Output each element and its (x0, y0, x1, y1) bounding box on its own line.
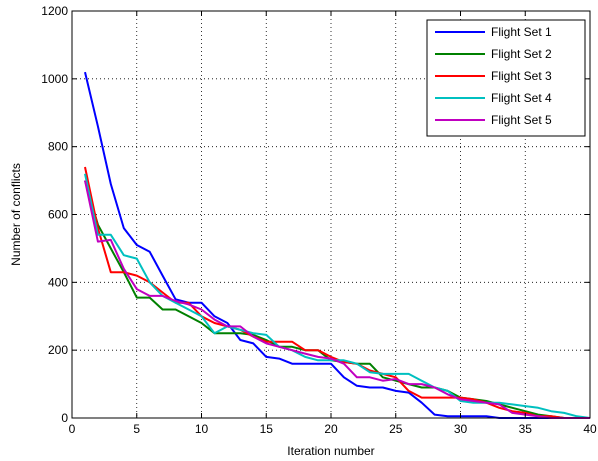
x-tick-label: 30 (454, 422, 468, 436)
y-tick-label: 800 (48, 140, 68, 154)
legend-label-2: Flight Set 2 (491, 47, 552, 61)
legend-label-1: Flight Set 1 (491, 25, 552, 39)
x-tick-label: 5 (133, 422, 140, 436)
axis-ticks (71, 10, 591, 419)
legend-label-3: Flight Set 3 (491, 69, 552, 83)
y-tick-label: 1000 (41, 72, 68, 86)
y-tick-label: 200 (48, 343, 68, 357)
x-axis-title: Iteration number (287, 444, 374, 458)
legend: Flight Set 1 Flight Set 2 Flight Set 3 Flig… (426, 19, 586, 137)
x-tick-label: 40 (583, 422, 597, 436)
y-tick-label: 400 (48, 275, 68, 289)
x-tick-label: 0 (69, 422, 76, 436)
y-tick-label: 600 (48, 208, 68, 222)
y-axis-title: Number of conflicts (9, 163, 23, 266)
x-tick-label: 20 (324, 422, 338, 436)
x-tick-label: 35 (519, 422, 533, 436)
x-tick-label: 15 (260, 422, 274, 436)
y-tick-label: 0 (61, 411, 68, 425)
legend-label-4: Flight Set 4 (491, 91, 552, 105)
series-line-5 (84, 180, 590, 419)
y-tick-label: 1200 (41, 4, 68, 18)
x-tick-label: 25 (389, 422, 403, 436)
legend-label-5: Flight Set 5 (491, 113, 552, 127)
legend-box (426, 19, 586, 137)
x-tick-label: 10 (195, 422, 209, 436)
